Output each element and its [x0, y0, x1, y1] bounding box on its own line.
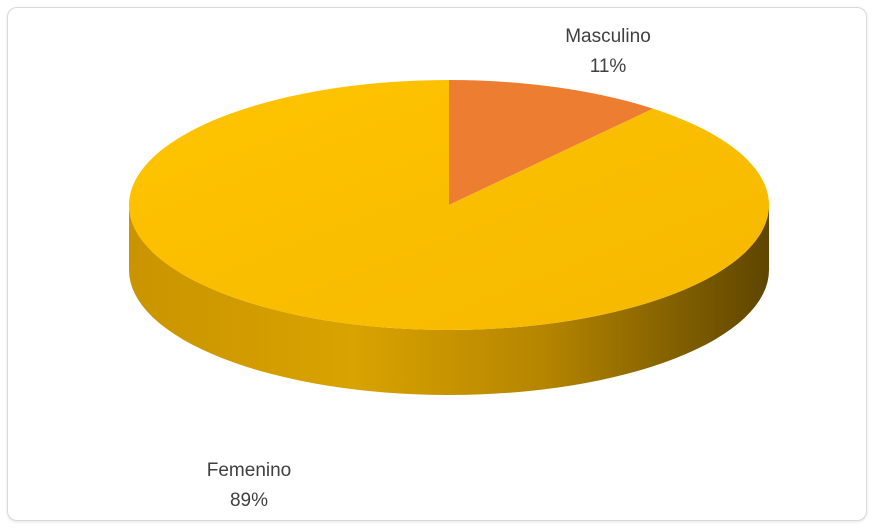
pie-side-wall: [129, 205, 769, 395]
pie-side-band: [129, 205, 769, 395]
label-femenino-percent: 89%: [230, 490, 268, 511]
pie-labels: Masculino 11% Femenino 89%: [207, 26, 651, 511]
pie-slice-masculino: [449, 80, 653, 205]
label-femenino-name: Femenino: [207, 460, 292, 481]
label-masculino-percent: 11%: [590, 56, 627, 77]
pie-slice-femenino: [128, 80, 769, 331]
label-masculino-name: Masculino: [565, 26, 651, 47]
pie-top-face: [128, 80, 769, 331]
